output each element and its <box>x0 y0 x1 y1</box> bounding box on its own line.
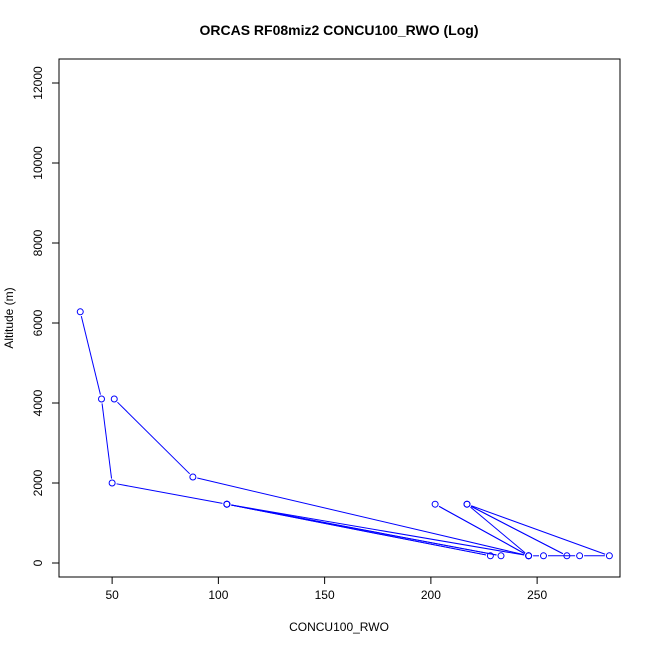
data-point <box>540 552 547 560</box>
y-tick-label: 10000 <box>31 146 45 180</box>
series-line-segment <box>197 477 525 556</box>
x-tick-label: 250 <box>527 588 547 602</box>
data-point <box>576 552 584 560</box>
data-point <box>563 552 571 560</box>
data-point <box>497 552 505 560</box>
x-axis: 50 100 150 200 250 <box>105 576 547 602</box>
series-line-segment <box>231 504 497 556</box>
series-line-segment <box>80 316 101 395</box>
y-tick-label: 0 <box>31 559 45 566</box>
data-point <box>110 395 118 403</box>
y-tick-label: 4000 <box>31 389 45 416</box>
series-line-segment <box>470 506 526 554</box>
series-line-segment <box>470 505 564 555</box>
y-tick-label: 2000 <box>31 469 45 496</box>
x-tick-label: 150 <box>315 588 335 602</box>
y-tick-label: 12000 <box>31 66 45 100</box>
data-point <box>223 500 231 508</box>
data-point <box>463 500 471 508</box>
x-axis-label: CONCU100_RWO <box>289 620 389 634</box>
data-point <box>108 479 116 487</box>
data-point <box>98 395 105 403</box>
data-point <box>605 552 613 560</box>
plot-frame <box>58 58 621 578</box>
y-axis: 0 2000 4000 6000 8000 10000 12000 <box>31 66 60 566</box>
y-tick-label: 6000 <box>31 309 45 336</box>
series-group <box>76 308 613 560</box>
series-line-segment <box>117 401 191 475</box>
series-line-segment <box>471 505 606 555</box>
series-line-segment <box>101 403 113 479</box>
x-tick-label: 200 <box>421 588 441 602</box>
data-point <box>431 500 439 508</box>
series-line-segment <box>438 505 525 555</box>
x-tick-label: 100 <box>208 588 228 602</box>
data-point <box>525 552 533 560</box>
series-line-segment <box>231 504 525 556</box>
x-tick-label: 50 <box>105 588 119 602</box>
data-point <box>76 308 84 316</box>
y-tick-label: 8000 <box>31 229 45 256</box>
series-line-segment <box>116 483 223 504</box>
chart-title: ORCAS RF08miz2 CONCU100_RWO (Log) <box>199 22 478 38</box>
y-axis-label: Altitude (m) <box>2 287 16 348</box>
data-point <box>189 473 197 481</box>
data-point <box>486 552 494 560</box>
